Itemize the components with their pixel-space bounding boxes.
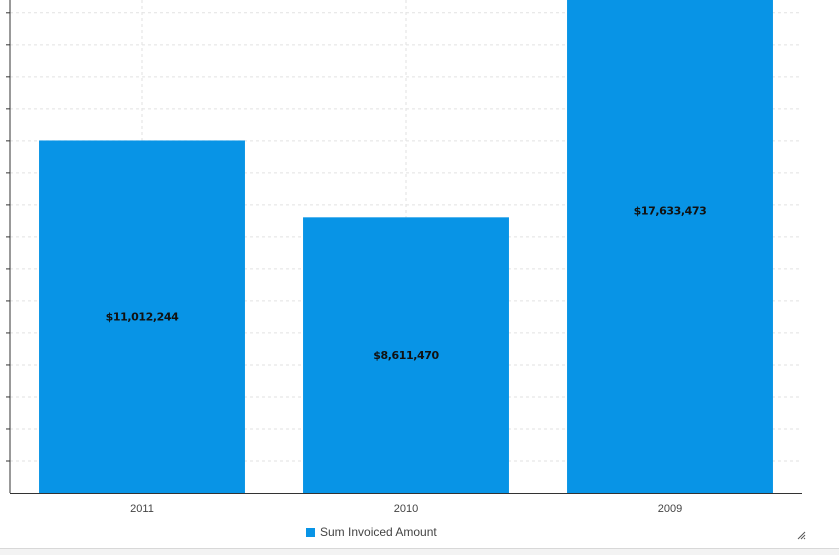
axes: [6, 0, 802, 494]
bar-2009[interactable]: [567, 0, 773, 493]
labels: $11,012,244 2011 $8,611,470 2010 $17,633,473…: [106, 205, 707, 515]
bar-2010[interactable]: [303, 217, 509, 494]
x-tick-label-2011: 2011: [130, 503, 154, 515]
data-label-2011: $11,012,244: [106, 311, 180, 324]
bars: [39, 0, 773, 494]
data-label-2010: $8,611,470: [373, 349, 439, 362]
x-tick-label-2009: 2009: [658, 503, 682, 515]
legend-swatch: [306, 527, 315, 537]
data-label-2009: $17,633,473: [634, 205, 707, 218]
legend[interactable]: Sum Invoiced Amount: [306, 525, 437, 539]
legend-label: Sum Invoiced Amount: [320, 525, 437, 539]
x-tick-label-2010: 2010: [394, 503, 418, 515]
resize-grip-icon[interactable]: [796, 530, 806, 540]
bar-2011[interactable]: [39, 140, 245, 493]
bottom-divider: [0, 548, 839, 555]
